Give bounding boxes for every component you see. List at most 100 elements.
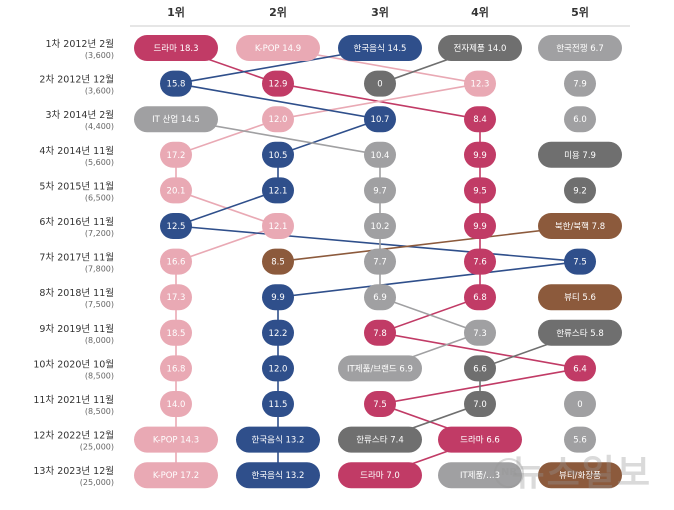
pill-label: 북한/북핵 7.8 bbox=[555, 221, 605, 232]
pill-shape bbox=[160, 141, 192, 168]
row-label: 9차 2019년 11월 bbox=[39, 323, 114, 335]
pill-label: 8.4 bbox=[473, 115, 487, 125]
rank-pill: 10.4 bbox=[364, 141, 396, 168]
pill-label: 6.6 bbox=[473, 364, 487, 374]
rank-pill: 10.7 bbox=[364, 106, 396, 133]
rank-header-5: 5위 bbox=[571, 6, 589, 19]
pill-label: 10.5 bbox=[269, 151, 288, 161]
rank-pill: 6.9 bbox=[364, 284, 396, 311]
rank-pill: 20.1 bbox=[160, 177, 192, 204]
pill-label: 5.6 bbox=[573, 436, 587, 446]
pill-shape bbox=[134, 462, 218, 489]
rank-pill: 7.5 bbox=[364, 391, 396, 417]
pill-shape bbox=[262, 141, 294, 168]
pill-shape bbox=[464, 177, 496, 204]
rank-pills: 드라마 18.3 K-POP 14.9 한국음식 14.5 전자제품 14.0 한국전쟁… bbox=[134, 35, 622, 489]
rank-pill: 9.2 bbox=[564, 177, 596, 204]
pill-label: 7.6 bbox=[473, 258, 487, 268]
pill-label: 한국전쟁 6.7 bbox=[556, 43, 604, 54]
rank-pill: 전자제품 14.0 bbox=[438, 35, 522, 61]
pill-shape bbox=[538, 213, 622, 239]
pill-shape bbox=[464, 106, 496, 133]
row-sample-size: (7,200) bbox=[85, 229, 114, 238]
pill-shape bbox=[464, 141, 496, 168]
pill-label: 12.0 bbox=[269, 364, 288, 374]
row-sample-size: (8,500) bbox=[85, 371, 114, 380]
rank-pill: 뷰티/화장품 bbox=[538, 462, 622, 489]
rank-pill: 드라마 6.6 bbox=[438, 426, 522, 453]
pill-label: 12.9 bbox=[269, 80, 288, 90]
rank-pill: 0 bbox=[564, 391, 596, 417]
row-sample-size: (5,600) bbox=[85, 158, 114, 167]
pill-shape bbox=[438, 35, 522, 61]
rank-pill: K-POP 17.2 bbox=[134, 462, 218, 489]
row-label: 5차 2015년 11월 bbox=[39, 180, 114, 192]
pill-shape bbox=[262, 248, 294, 275]
pill-label: 9.5 bbox=[473, 186, 487, 196]
rank-pill: 7.5 bbox=[564, 248, 596, 275]
rank-pill: 드라마 7.0 bbox=[338, 462, 422, 489]
rank-header-4: 4위 bbox=[471, 6, 489, 19]
pill-shape bbox=[262, 106, 294, 133]
rank-pill: 9.5 bbox=[464, 177, 496, 204]
pill-label: 뷰티/화장품 bbox=[559, 470, 601, 481]
row-label: 13차 2023년 12월 bbox=[33, 465, 114, 477]
pill-shape bbox=[236, 462, 320, 489]
pill-label: 16.6 bbox=[167, 258, 186, 268]
pill-label: IT제품/브랜드 6.9 bbox=[347, 363, 413, 374]
rank-pill: 한국음식 13.2 bbox=[236, 462, 320, 489]
rank-pill: 7.0 bbox=[464, 391, 496, 417]
pill-label: 17.3 bbox=[167, 293, 186, 303]
pill-shape bbox=[464, 248, 496, 275]
pill-shape bbox=[262, 391, 294, 417]
row-label: 7차 2017년 11월 bbox=[39, 252, 114, 264]
pill-shape bbox=[564, 355, 596, 382]
connection-line bbox=[175, 47, 481, 476]
rank-pill: 6.6 bbox=[464, 355, 496, 382]
pill-shape bbox=[464, 319, 496, 346]
connection-line bbox=[379, 332, 581, 441]
pill-shape bbox=[134, 106, 218, 133]
rank-pill: 한국음식 13.2 bbox=[236, 426, 320, 453]
rank-pill: 7.3 bbox=[464, 319, 496, 346]
pill-shape bbox=[262, 284, 294, 311]
pill-shape bbox=[160, 213, 192, 239]
pill-label: 12.2 bbox=[269, 329, 288, 339]
row-label: 2차 2012년 12월 bbox=[39, 74, 114, 86]
pill-label: 한국음식 13.2 bbox=[252, 471, 305, 481]
rank-header-1: 1위 bbox=[167, 6, 185, 19]
pill-shape bbox=[236, 35, 320, 61]
pill-shape bbox=[338, 462, 422, 489]
rank-pill: 12.3 bbox=[464, 70, 496, 97]
pill-label: 9.9 bbox=[473, 222, 487, 232]
pill-label: 14.0 bbox=[167, 400, 186, 410]
rank-pill: 7.7 bbox=[364, 248, 396, 275]
pill-label: 9.9 bbox=[271, 293, 285, 303]
rank-pill: 5.6 bbox=[564, 426, 596, 453]
rank-pill: 한국음식 14.5 bbox=[338, 35, 422, 61]
pill-shape bbox=[464, 213, 496, 239]
pill-label: 미용 7.9 bbox=[564, 151, 596, 161]
pill-label: 드라마 18.3 bbox=[153, 44, 198, 54]
pill-shape bbox=[338, 426, 422, 453]
rank-header-2: 2위 bbox=[269, 6, 287, 19]
pill-shape bbox=[364, 248, 396, 275]
pill-label: K-POP 14.3 bbox=[153, 436, 199, 446]
pill-label: 12.3 bbox=[471, 80, 490, 90]
pill-label: 한국음식 14.5 bbox=[354, 44, 407, 54]
pill-shape bbox=[364, 141, 396, 168]
rank-pill: 12.5 bbox=[160, 213, 192, 239]
pill-shape bbox=[464, 70, 496, 97]
pill-shape bbox=[262, 213, 294, 239]
watermark: 뉴스일보 bbox=[511, 453, 652, 494]
pill-shape bbox=[364, 106, 396, 133]
rank-pill: 12.9 bbox=[262, 70, 294, 97]
pill-label: 6.8 bbox=[473, 293, 487, 303]
rank-pill: IT제품/브랜드 6.9 bbox=[338, 355, 422, 382]
pill-shape bbox=[262, 355, 294, 382]
pill-shape bbox=[538, 319, 622, 346]
pill-label: 6.9 bbox=[373, 293, 387, 303]
pill-shape bbox=[160, 248, 192, 275]
rank-pill: 미용 7.9 bbox=[538, 141, 622, 168]
pill-shape bbox=[134, 426, 218, 453]
